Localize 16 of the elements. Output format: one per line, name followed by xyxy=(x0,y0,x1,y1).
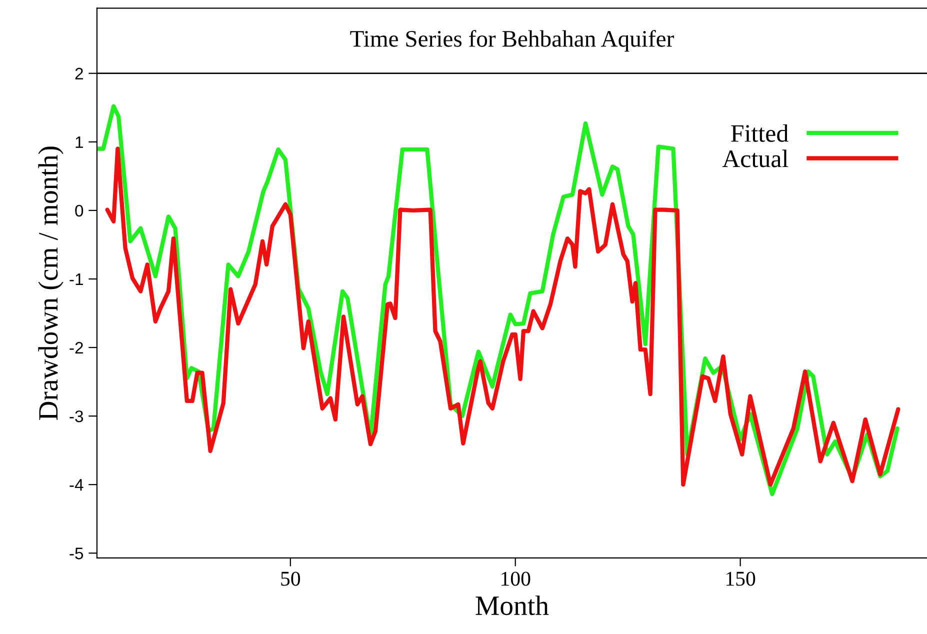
y-axis-title: Drawdown (cm / month) xyxy=(38,146,64,420)
x-tick-label: 100 xyxy=(502,572,530,586)
y-tick-label: 0 xyxy=(75,204,84,217)
x-tick-label: 50 xyxy=(281,572,300,586)
y-tick-label: 2 xyxy=(75,68,83,80)
y-tick-label: -3 xyxy=(70,410,84,422)
x-tick-label: 150 xyxy=(726,572,756,586)
y-tick-label: 1 xyxy=(76,136,83,148)
y-tick-label: -1 xyxy=(70,274,83,286)
x-axis-title: Month xyxy=(476,596,549,616)
y-tick-label: -4 xyxy=(70,479,84,491)
legend-label: Fitted xyxy=(731,124,788,142)
text: Time Series for Behbahan Aquifer xyxy=(350,30,674,52)
y-tick-label: -2 xyxy=(70,342,83,354)
y-tick-label: -5 xyxy=(70,548,84,560)
legend-label: Actual xyxy=(722,150,788,168)
